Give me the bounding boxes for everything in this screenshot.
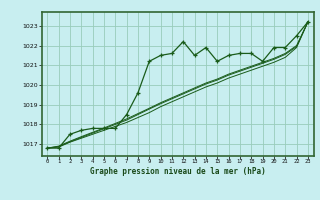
X-axis label: Graphe pression niveau de la mer (hPa): Graphe pression niveau de la mer (hPa)	[90, 167, 266, 176]
